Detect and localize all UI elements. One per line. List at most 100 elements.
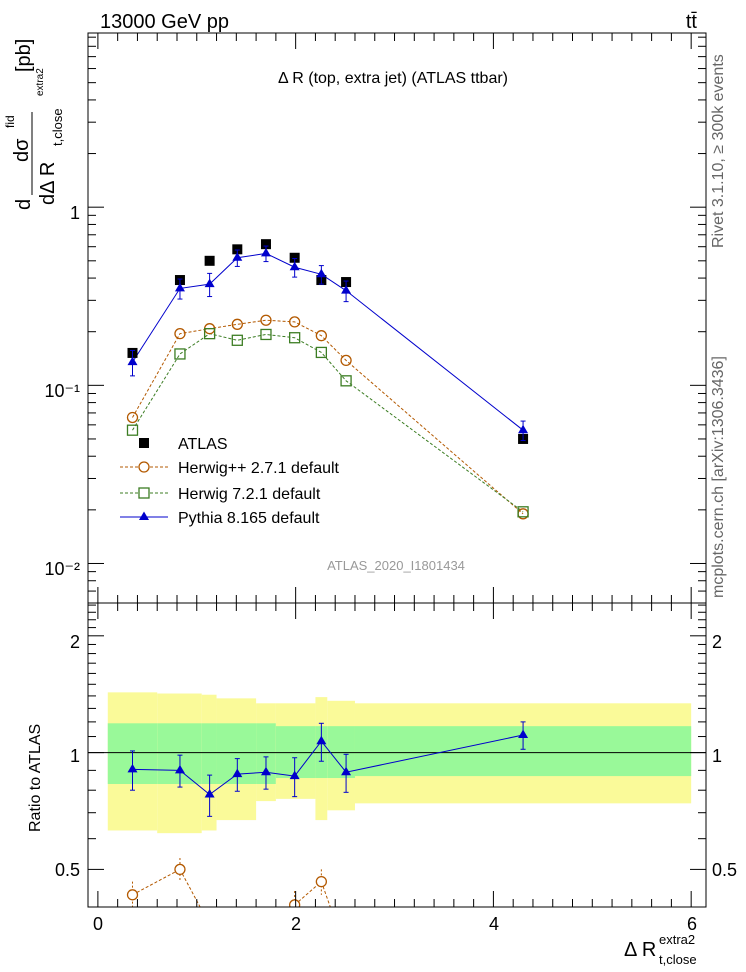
ylabel-d: d — [13, 199, 35, 210]
herwig7-point-4 — [260, 328, 272, 341]
stat-uncertainty-band-7 — [327, 726, 355, 779]
herwigpp-line — [132, 319, 524, 515]
legend-label-atlas: ATLAS — [178, 436, 228, 453]
pythia-point-2 — [204, 278, 215, 288]
upper-tick-label-0.1: 10⁻¹ — [44, 381, 80, 401]
x-tick-label-4: 4 — [489, 914, 499, 934]
xlabel-sub: t,close — [659, 952, 697, 967]
upper-tick-label-1: 1 — [70, 203, 80, 223]
process-label: tt̄ — [686, 11, 698, 33]
pythia-point-8 — [518, 424, 529, 434]
lower-panel-frame — [87, 602, 707, 908]
pythia-point-7 — [341, 285, 352, 294]
atlas-point-5 — [289, 252, 300, 263]
ratio-herwigpp-point-5 — [289, 899, 301, 907]
legend: ATLAS Herwig++ 2.7.1 default Herwig 7.2.… — [120, 436, 340, 527]
ratio-herwigpp — [126, 858, 331, 930]
herwig7-point-3 — [231, 334, 243, 346]
lower-tick-label-left-2: 2 — [70, 632, 80, 652]
atlas-point-2 — [204, 255, 215, 266]
atlas-point-3 — [232, 244, 243, 255]
ratio-pythia-point-2 — [204, 788, 215, 798]
analysis-id: ATLAS_2020_I1801434 — [327, 558, 465, 573]
legend-label-pythia: Pythia 8.165 default — [178, 510, 320, 527]
legend-entry-herwigpp: Herwig++ 2.7.1 default — [120, 460, 340, 477]
herwig7-point-8 — [517, 506, 529, 518]
herwigpp-point-5 — [289, 316, 301, 328]
herwig7-point-0 — [126, 424, 139, 436]
x-ticks — [97, 33, 692, 907]
energy-label: 13000 GeV pp — [100, 11, 229, 33]
pythia-point-1 — [174, 282, 185, 292]
ratio-pythia-point-1 — [174, 764, 185, 774]
herwigpp-point-7 — [340, 354, 352, 367]
lower-tick-label-right-1: 1 — [712, 746, 722, 766]
lower-tick-label-right-0.5: 0.5 — [712, 860, 737, 880]
upper-series — [126, 239, 529, 520]
herwigpp-point-4 — [260, 314, 272, 326]
pythia-point-6 — [316, 268, 327, 278]
x-tick-label-2: 2 — [291, 914, 301, 934]
ratio-herwigpp-segment-1 — [179, 869, 201, 907]
herwigpp-point-6 — [315, 330, 328, 342]
herwigpp-point-1 — [174, 328, 186, 340]
pythia-point-0 — [127, 356, 138, 366]
ratio-pythia-point-7 — [341, 766, 352, 776]
plot-title: Δ R (top, extra jet) (ATLAS ttbar) — [278, 70, 508, 87]
ratio-pythia-point-6 — [316, 735, 327, 745]
ratio-pythia-point-0 — [127, 763, 138, 773]
lower-tick-label-left-0.5: 0.5 — [55, 860, 80, 880]
source-label: mcplots.cern.ch [arXiv:1306.3436] — [710, 356, 727, 598]
stat-uncertainty-band-4 — [256, 723, 276, 785]
pythia-point-4 — [260, 247, 271, 257]
herwig7-point-5 — [289, 332, 301, 344]
x-axis-label: Δ R extra2 t,close — [624, 932, 697, 967]
stat-uncertainty-band-2 — [201, 723, 217, 785]
lower-y-axis-label: Ratio to ATLAS — [27, 724, 44, 832]
ratio-pythia-point-4 — [260, 766, 271, 776]
legend-marker-herwig7 — [138, 487, 150, 499]
ratio-series — [126, 721, 529, 930]
herwigpp-point-3 — [231, 318, 243, 330]
legend-entry-pythia: Pythia 8.165 default — [120, 510, 320, 527]
ratio-herwigpp-segment-0 — [132, 868, 181, 896]
ratio-pythia-point-3 — [232, 768, 243, 778]
ylabel-numerator-sup: fid — [3, 115, 17, 128]
lower-tick-label-right-2: 2 — [712, 632, 722, 652]
legend-marker-atlas — [139, 438, 149, 448]
x-tick-label-0: 0 — [93, 914, 103, 934]
legend-label-herwig7: Herwig 7.2.1 default — [178, 486, 321, 503]
herwig7-point-7 — [340, 375, 352, 387]
legend-marker-pythia — [139, 511, 149, 520]
ratio-herwigpp-point-2 — [205, 920, 215, 930]
atlas-point-4 — [260, 239, 271, 250]
lower-y-ticks — [88, 604, 706, 908]
ylabel-unit: [pb] — [13, 39, 35, 72]
herwig7-point-1 — [174, 348, 186, 360]
ratio-herwigpp-point-6 — [315, 875, 328, 888]
legend-entry-herwig7: Herwig 7.2.1 default — [120, 486, 321, 503]
upper-y-axis-label: d dσ fid dΔ R t,close extra2 [pb] — [3, 39, 65, 210]
pythia-point-5 — [289, 261, 300, 271]
ratio-pythia-point-5 — [289, 770, 300, 780]
rivet-version-label: Rivet 3.1.10, ≥ 300k events — [710, 54, 727, 248]
pythia-point-3 — [232, 252, 243, 261]
ratio-pythia-point-8 — [518, 729, 529, 739]
herwigpp-point-0 — [126, 411, 139, 424]
herwig7-point-6 — [315, 346, 328, 359]
xlabel-sup: extra2 — [659, 932, 695, 947]
upper-tick-label-0.01: 10⁻² — [44, 559, 80, 579]
ratio-uncertainty-bands — [107, 692, 692, 834]
legend-marker-herwigpp — [138, 461, 150, 473]
xlabel-main: Δ R — [624, 939, 656, 961]
x-tick-label-6: 6 — [687, 914, 697, 934]
ratio-herwigpp-point-0 — [126, 889, 139, 901]
legend-entry-atlas: ATLAS — [139, 436, 228, 453]
ylabel-denominator-sub: t,close — [50, 108, 65, 146]
ylabel-denominator: dΔ R — [37, 162, 59, 205]
stat-uncertainty-band-5 — [275, 726, 316, 779]
ratio-herwigpp-point-1 — [174, 863, 186, 876]
ratio-herwigpp-segment-2 — [294, 881, 322, 906]
ylabel-denominator-sup: extra2 — [35, 68, 46, 96]
